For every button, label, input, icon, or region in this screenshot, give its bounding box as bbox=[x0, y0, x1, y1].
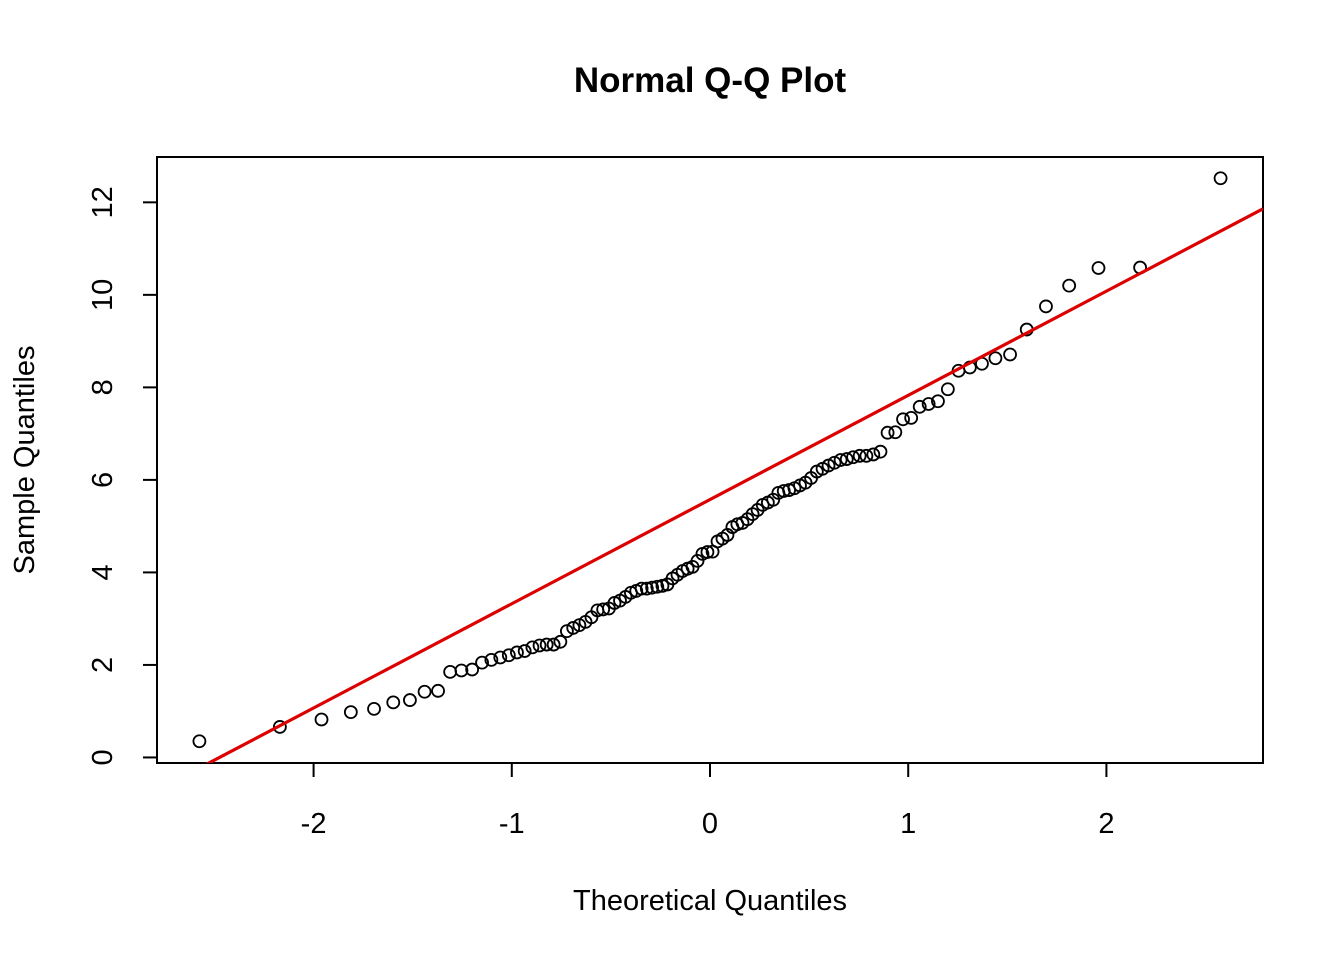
data-point bbox=[403, 693, 417, 707]
y-tick-label: 8 bbox=[87, 379, 119, 395]
data-point bbox=[846, 450, 861, 465]
data-point bbox=[484, 652, 499, 667]
data-point bbox=[921, 397, 936, 411]
data-point bbox=[525, 640, 540, 655]
sample-points bbox=[192, 171, 1228, 749]
y-tick-label: 10 bbox=[87, 279, 119, 311]
data-point bbox=[1003, 347, 1017, 362]
y-tick-label: 12 bbox=[87, 186, 119, 218]
data-point bbox=[1062, 278, 1077, 293]
data-point bbox=[700, 545, 715, 559]
data-point bbox=[367, 701, 381, 716]
data-point bbox=[192, 734, 207, 749]
data-point bbox=[859, 448, 874, 463]
data-point bbox=[475, 655, 489, 670]
data-point bbox=[852, 448, 867, 463]
data-point bbox=[517, 644, 532, 658]
data-point bbox=[1213, 171, 1228, 186]
data-point bbox=[443, 664, 458, 679]
data-point bbox=[559, 624, 574, 639]
data-point bbox=[454, 663, 469, 678]
data-point bbox=[650, 579, 665, 594]
data-point bbox=[386, 695, 401, 710]
data-point bbox=[1039, 299, 1053, 314]
data-point bbox=[931, 394, 945, 409]
data-point bbox=[493, 650, 508, 665]
data-point bbox=[833, 453, 848, 467]
x-tick-label: 2 bbox=[1098, 808, 1114, 840]
x-tick-label: 0 bbox=[702, 808, 718, 840]
plot-box bbox=[156, 156, 1264, 764]
data-point bbox=[912, 399, 927, 414]
x-tick-label: -2 bbox=[301, 808, 327, 840]
data-point bbox=[639, 581, 654, 596]
data-point bbox=[431, 683, 445, 698]
x-tick-label: 1 bbox=[900, 808, 916, 840]
data-point bbox=[645, 580, 660, 595]
data-point bbox=[888, 425, 903, 440]
y-tick-label: 0 bbox=[87, 749, 119, 765]
x-axis-label: Theoretical Quantiles bbox=[573, 885, 847, 917]
data-point bbox=[988, 351, 1003, 366]
data-point bbox=[896, 412, 910, 427]
data-point bbox=[272, 720, 287, 734]
data-point bbox=[501, 648, 516, 663]
data-point bbox=[940, 382, 955, 397]
data-point bbox=[314, 712, 329, 727]
y-axis-label: Sample Quantiles bbox=[9, 346, 41, 575]
data-point bbox=[880, 425, 895, 440]
data-point bbox=[343, 705, 358, 720]
y-tick-label: 6 bbox=[87, 472, 119, 488]
data-point bbox=[634, 581, 649, 596]
data-point bbox=[465, 662, 480, 677]
chart-title: Normal Q-Q Plot bbox=[574, 61, 847, 100]
x-axis: -2 -1 0 1 2 bbox=[301, 762, 1114, 840]
data-point bbox=[690, 553, 705, 568]
data-point bbox=[417, 684, 432, 699]
data-point bbox=[546, 637, 561, 652]
data-point bbox=[510, 645, 524, 660]
data-point bbox=[532, 638, 547, 653]
data-point bbox=[839, 452, 854, 466]
qq-reference-line bbox=[205, 207, 1263, 763]
data-point bbox=[1091, 261, 1106, 275]
reference-line-layer bbox=[205, 207, 1263, 763]
data-point bbox=[873, 444, 888, 459]
data-point bbox=[827, 455, 842, 470]
y-tick-label: 4 bbox=[87, 564, 119, 580]
data-point bbox=[566, 621, 581, 635]
data-point bbox=[904, 411, 919, 425]
data-point bbox=[553, 634, 568, 649]
data-point bbox=[539, 637, 554, 652]
data-point bbox=[866, 447, 881, 462]
y-tick-label: 2 bbox=[87, 657, 119, 673]
x-tick-label: -1 bbox=[499, 808, 525, 840]
y-axis: 0 2 4 6 8 10 12 bbox=[87, 186, 158, 766]
data-point bbox=[596, 602, 611, 617]
